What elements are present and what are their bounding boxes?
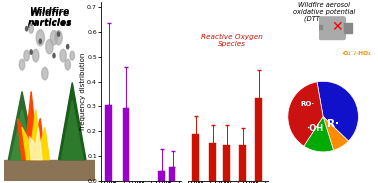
Circle shape	[25, 27, 28, 31]
Circle shape	[42, 67, 48, 80]
Bar	[169, 167, 175, 181]
Circle shape	[50, 31, 57, 45]
Circle shape	[55, 31, 62, 45]
Polygon shape	[29, 127, 42, 160]
Bar	[239, 145, 246, 181]
Bar	[105, 105, 112, 181]
Circle shape	[39, 39, 42, 43]
Polygon shape	[8, 92, 36, 160]
Bar	[223, 145, 230, 181]
Polygon shape	[22, 109, 50, 160]
Circle shape	[33, 49, 39, 62]
Text: ·O₂⁻/·HO₂: ·O₂⁻/·HO₂	[341, 51, 371, 56]
Circle shape	[36, 30, 44, 46]
Bar	[209, 143, 216, 181]
Polygon shape	[11, 109, 33, 160]
Bar	[4, 160, 95, 181]
Circle shape	[57, 32, 60, 36]
Bar	[158, 171, 165, 181]
Circle shape	[24, 50, 29, 61]
Polygon shape	[17, 92, 45, 160]
Circle shape	[29, 24, 33, 33]
Bar	[256, 98, 262, 181]
Text: Wildfire
particles: Wildfire particles	[27, 7, 72, 27]
Circle shape	[65, 59, 70, 70]
Circle shape	[67, 44, 69, 49]
Circle shape	[30, 50, 32, 54]
Circle shape	[53, 53, 55, 58]
Circle shape	[70, 51, 74, 60]
Polygon shape	[59, 83, 86, 160]
Text: Wildfire aerosol
oxidative potential
(DTT assay): Wildfire aerosol oxidative potential (DT…	[293, 2, 355, 23]
Circle shape	[60, 49, 66, 62]
Text: Wildfire
particles: Wildfire particles	[27, 9, 72, 28]
Bar	[122, 108, 129, 181]
Circle shape	[19, 59, 25, 70]
Y-axis label: frequency distribution: frequency distribution	[80, 53, 85, 130]
Circle shape	[46, 40, 53, 54]
Polygon shape	[61, 100, 83, 160]
Bar	[192, 134, 199, 181]
Text: Reactive Oxygen
Species: Reactive Oxygen Species	[201, 34, 263, 47]
